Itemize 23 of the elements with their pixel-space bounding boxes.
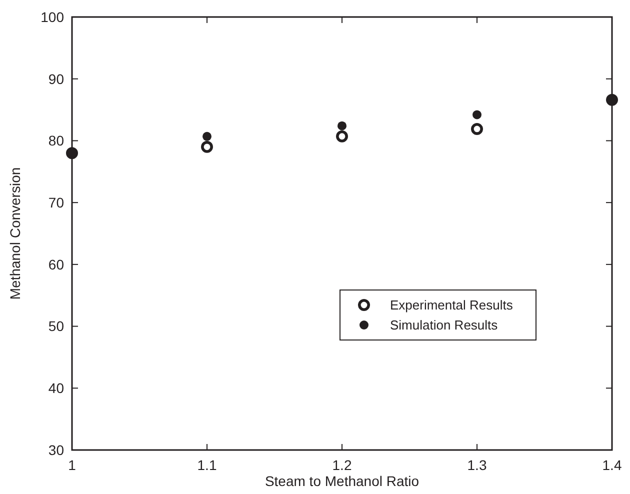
point — [202, 132, 212, 141]
y-tick-label: 90 — [48, 70, 64, 87]
y-tick-label: 70 — [48, 194, 64, 210]
point — [471, 122, 483, 135]
x-tick-label: 1.4 — [602, 457, 622, 473]
x-tick-label: 1.2 — [332, 457, 352, 473]
x-tick-label: 1 — [68, 457, 76, 473]
point — [472, 110, 482, 120]
y-tick-label: 50 — [48, 318, 64, 334]
y-tick-label: 100 — [40, 8, 64, 25]
y-tick-label: 60 — [48, 256, 64, 272]
x-tick-label: 1.3 — [467, 457, 487, 473]
y-axis-title: Methanol Conversion — [7, 167, 23, 300]
y-tick-label: 80 — [48, 132, 64, 149]
y-tick-label: 30 — [48, 442, 64, 458]
point — [338, 121, 346, 130]
legend-label: Experimental Results — [390, 298, 514, 313]
legend-label: Simulation Results — [390, 318, 498, 333]
x-axis-title: Steam to Methanol Ratio — [264, 473, 420, 489]
point — [201, 140, 213, 153]
y-tick-label: 40 — [48, 380, 64, 396]
x-tick-label: 1.1 — [197, 457, 217, 473]
point — [336, 130, 348, 142]
